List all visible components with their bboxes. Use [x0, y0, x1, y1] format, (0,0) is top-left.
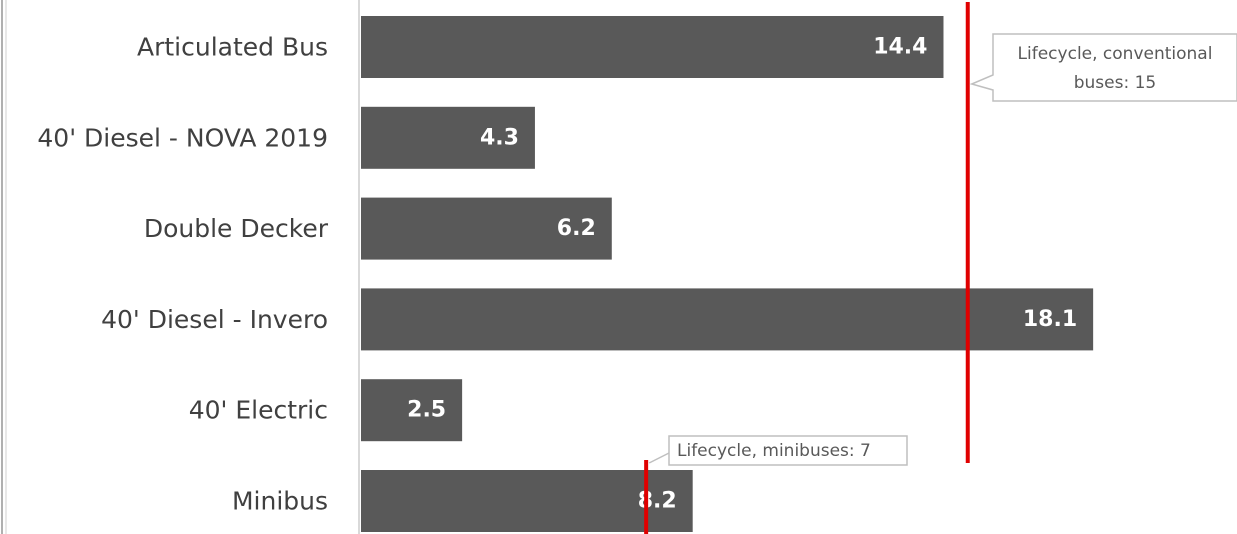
- reference-lines-layer: Lifecycle, conventional buses: 15 Lifecycl…: [644, 2, 1237, 534]
- bar-40-diesel-nova-2019: [361, 106, 535, 169]
- bars-layer: Articulated Bus 14.4 40' Diesel - NOVA 201…: [37, 16, 1094, 532]
- value-label-40-diesel-nova-2019: 4.3: [480, 125, 519, 150]
- category-label-double-decker: Double Decker: [144, 214, 329, 243]
- category-label-40-electric: 40' Electric: [189, 396, 328, 425]
- value-label-40-diesel-invero: 18.1: [1023, 307, 1077, 332]
- value-label-40-electric: 2.5: [407, 398, 446, 423]
- bar-40-diesel-invero: [361, 288, 1094, 351]
- callout-text-minibus: Lifecycle, minibuses: 7: [677, 441, 871, 461]
- callout-box-conventional: [969, 33, 1237, 102]
- bar-double-decker: [361, 197, 612, 260]
- callout-pointer-minibus: [648, 452, 670, 464]
- callout-text-conventional-line1: Lifecycle, conventional: [1018, 44, 1213, 64]
- bar-articulated-bus: [361, 16, 944, 78]
- callout-box-minibus: [668, 435, 908, 466]
- category-label-40-diesel-invero: 40' Diesel - Invero: [101, 305, 328, 334]
- callout-text-conventional-line2: buses: 15: [1074, 73, 1157, 93]
- bar-40-electric: [361, 379, 463, 442]
- category-label-40-diesel-nova-2019: 40' Diesel - NOVA 2019: [37, 123, 328, 152]
- category-label-minibus: Minibus: [232, 487, 328, 516]
- value-label-articulated-bus: 14.4: [873, 35, 927, 60]
- category-label-articulated-bus: Articulated Bus: [137, 33, 328, 62]
- value-label-minibus: 8.2: [638, 489, 677, 514]
- value-label-double-decker: 6.2: [557, 216, 596, 241]
- bar-minibus: [361, 470, 693, 532]
